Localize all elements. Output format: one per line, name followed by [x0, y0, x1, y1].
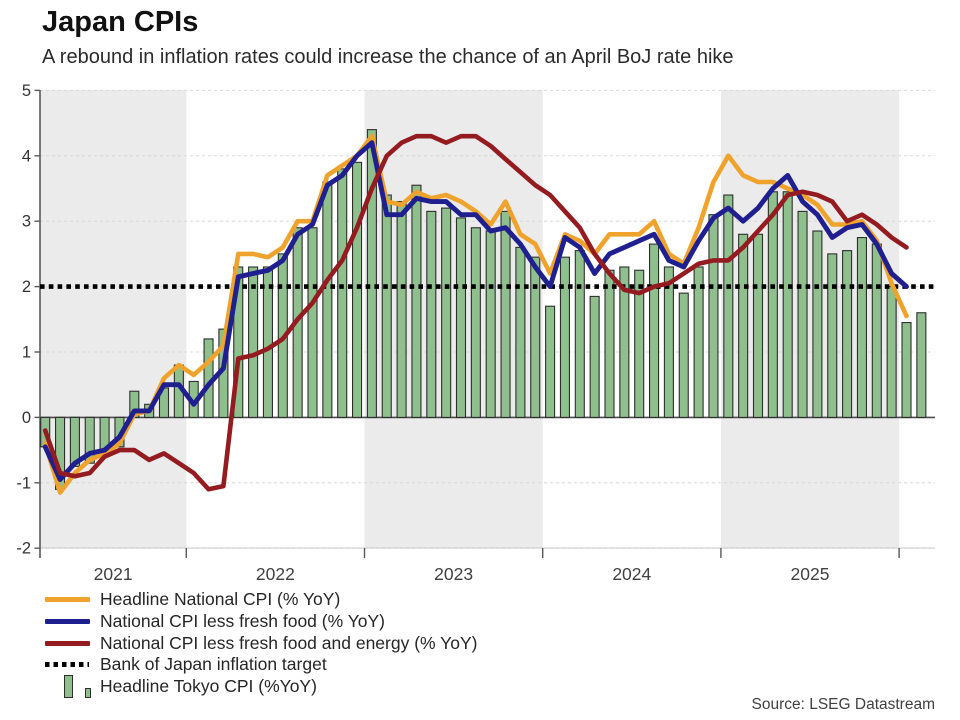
axes: 5 4 3 2 1 0 -1 -2 2021 2022 2023 2024 2025 — [16, 82, 900, 584]
source-credit: Source: LSEG Datastream — [751, 696, 936, 713]
y-axis-tick-label: 3 — [22, 213, 31, 231]
core-cpi-line — [42, 140, 909, 482]
y-axis-tick-label: 4 — [22, 147, 31, 165]
tokyo-cpi-bars — [40, 129, 927, 490]
x-axis-year-label: 2023 — [434, 564, 473, 584]
legend-label: National CPI less fresh food and energy … — [100, 632, 478, 653]
legend-item-core-core-cpi: National CPI less fresh food and energy … — [45, 632, 477, 654]
legend-item-boj-target: Bank of Japan inflation target — [45, 654, 477, 676]
page-subtitle: A rebound in inflation rates could incre… — [42, 46, 734, 68]
dotted-line-swatch — [45, 662, 89, 668]
y-axis-tick-label: -2 — [16, 540, 31, 558]
core-core-cpi-line — [42, 133, 909, 492]
legend-label: National CPI less fresh food (% YoY) — [100, 611, 386, 632]
dark-red-line-swatch — [45, 640, 90, 646]
y-axis-tick-label: 2 — [22, 278, 31, 296]
x-axis-year-label: 2022 — [256, 564, 295, 584]
y-axis-tick-label: 5 — [22, 82, 31, 100]
legend-label: Headline Tokyo CPI (%YoY) — [100, 676, 317, 697]
orange-line-swatch — [45, 597, 90, 603]
x-axis-year-label: 2025 — [791, 564, 830, 584]
y-axis-tick-label: 1 — [22, 344, 31, 362]
chart-legend: Headline National CPI (% YoY) National C… — [45, 589, 477, 698]
legend-item-core-cpi: National CPI less fresh food (% YoY) — [45, 611, 477, 633]
x-axis-year-label: 2021 — [94, 564, 133, 584]
y-axis-tick-label: 0 — [22, 409, 31, 427]
x-axis-year-label: 2024 — [612, 564, 651, 584]
legend-label: Headline National CPI (% YoY) — [100, 589, 341, 610]
legend-label: Bank of Japan inflation target — [100, 654, 327, 675]
green-bar-swatch — [45, 674, 91, 698]
legend-item-headline-national: Headline National CPI (% YoY) — [45, 589, 477, 611]
blue-line-swatch — [45, 619, 90, 625]
page-title: Japan CPIs — [42, 6, 199, 38]
y-axis-tick-label: -1 — [16, 474, 31, 492]
legend-item-tokyo-cpi: Headline Tokyo CPI (%YoY) — [45, 674, 477, 698]
headline-national-cpi-line — [42, 133, 909, 495]
